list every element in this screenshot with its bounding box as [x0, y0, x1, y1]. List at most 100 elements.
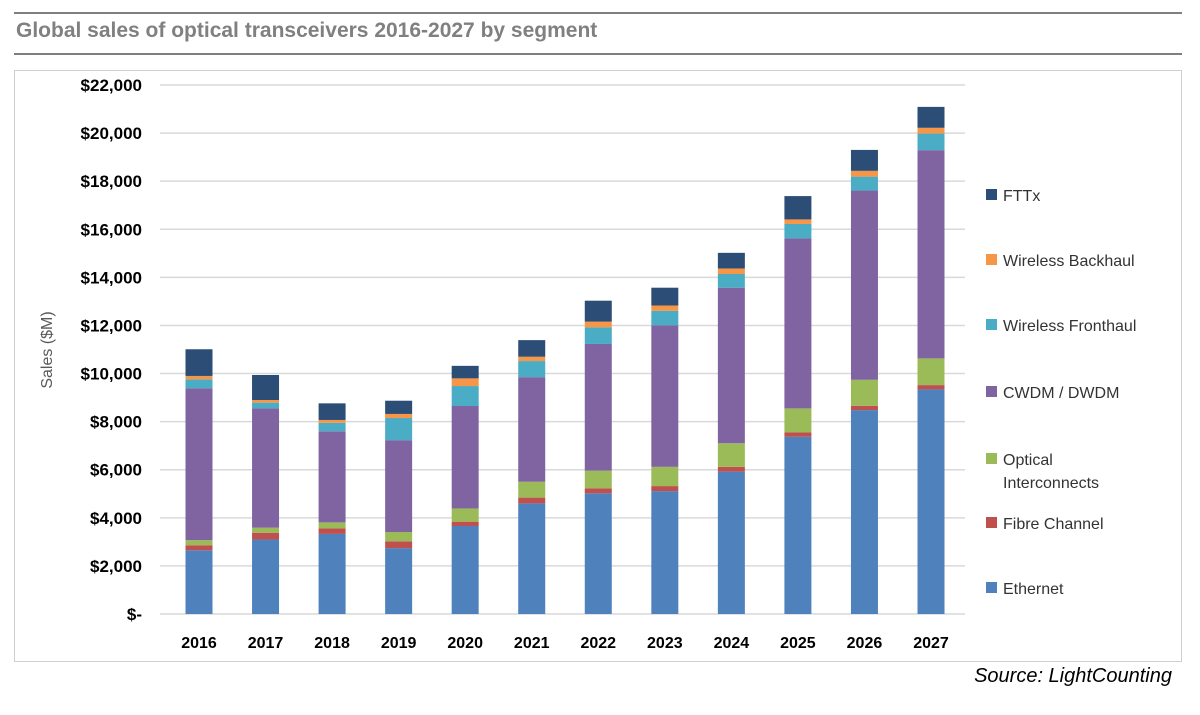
- x-tick-label: 2027: [913, 635, 949, 652]
- x-tick-label: 2025: [780, 635, 816, 652]
- title-rule: [14, 53, 1182, 55]
- bar-segment-wireless-backhaul: [385, 413, 413, 419]
- bar-segment-optical-interconnects: [651, 466, 679, 487]
- bar-segment-fibre-channel: [917, 385, 945, 390]
- bar-segment-fibre-channel: [318, 528, 346, 534]
- bar-segment-fibre-channel: [451, 521, 479, 526]
- bar-segment-wireless-fronthaul: [385, 418, 413, 441]
- bar-segment-cwdm-dwdm: [518, 377, 546, 482]
- y-tick-label: $16,000: [81, 220, 142, 239]
- bar-segment-ethernet: [252, 539, 280, 614]
- bar-segment-wireless-fronthaul: [651, 310, 679, 326]
- x-tick-label: 2023: [647, 635, 683, 652]
- y-tick-label: $2,000: [90, 557, 142, 576]
- bar-segment-cwdm-dwdm: [784, 238, 812, 409]
- legend-label: Wireless Fronthaul: [1003, 318, 1136, 335]
- y-tick-label: $-: [127, 605, 142, 624]
- legend-swatch: [986, 582, 997, 593]
- bar-segment-cwdm-dwdm: [651, 325, 679, 467]
- bar-segment-optical-interconnects: [252, 527, 280, 533]
- bar-segment-cwdm-dwdm: [185, 388, 213, 541]
- x-tick-label: 2018: [314, 635, 350, 652]
- legend-label: CWDM / DWDM: [1003, 385, 1119, 402]
- y-tick-label: $14,000: [81, 268, 142, 287]
- bar-segment-cwdm-dwdm: [252, 408, 280, 528]
- bar-segment-wireless-fronthaul: [850, 176, 878, 191]
- x-tick-label: 2020: [447, 635, 483, 652]
- bar-segment-fttx: [850, 149, 878, 171]
- bar-segment-optical-interconnects: [318, 522, 346, 529]
- legend-label: Optical: [1003, 452, 1053, 469]
- bar-segment-wireless-backhaul: [850, 170, 878, 177]
- bar-segment-wireless-fronthaul: [717, 273, 745, 288]
- bar-segment-fttx: [584, 300, 612, 322]
- bar-segment-ethernet: [185, 550, 213, 614]
- x-tick-label: 2016: [181, 635, 217, 652]
- chart-frame: [14, 70, 1182, 662]
- bar-segment-wireless-backhaul: [584, 321, 612, 328]
- bar-segment-wireless-backhaul: [651, 305, 679, 311]
- legend-swatch: [986, 319, 997, 330]
- bar-segment-wireless-backhaul: [784, 219, 812, 224]
- chart-title: Global sales of optical transceivers 201…: [16, 19, 598, 42]
- bar-segment-optical-interconnects: [717, 443, 745, 467]
- bar-segment-wireless-backhaul: [252, 399, 280, 403]
- bar-segment-fibre-channel: [252, 532, 280, 540]
- bar-segment-wireless-fronthaul: [318, 422, 346, 432]
- x-tick-label: 2019: [381, 635, 417, 652]
- legend-label: FTTx: [1003, 188, 1040, 205]
- y-tick-label: $8,000: [90, 413, 142, 432]
- source-note: Source: LightCounting: [974, 665, 1172, 687]
- y-tick-label: $4,000: [90, 509, 142, 528]
- bar-segment-fttx: [252, 374, 280, 400]
- y-tick-label: $6,000: [90, 461, 142, 480]
- legend-label: Fibre Channel: [1003, 516, 1104, 533]
- bar-segment-wireless-backhaul: [451, 378, 479, 387]
- bar-segment-optical-interconnects: [784, 408, 812, 433]
- bar-segment-fttx: [717, 252, 745, 269]
- bar-segment-optical-interconnects: [518, 481, 546, 498]
- x-tick-label: 2022: [580, 635, 616, 652]
- bar-segment-fttx: [185, 349, 213, 376]
- legend-swatch: [986, 453, 997, 464]
- bar-segment-fttx: [917, 106, 945, 128]
- bar-segment-cwdm-dwdm: [584, 343, 612, 471]
- bar-segment-cwdm-dwdm: [850, 190, 878, 380]
- bar-segment-wireless-backhaul: [185, 375, 213, 380]
- bar-segment-ethernet: [584, 493, 612, 614]
- bar-segment-cwdm-dwdm: [451, 406, 479, 509]
- bar-segment-ethernet: [518, 503, 546, 614]
- legend-swatch: [986, 189, 997, 200]
- bar-segment-cwdm-dwdm: [717, 287, 745, 444]
- bar-segment-ethernet: [385, 548, 413, 614]
- bar-segment-wireless-backhaul: [318, 419, 346, 423]
- bar-segment-ethernet: [717, 471, 745, 614]
- legend-label: Interconnects: [1003, 475, 1099, 492]
- bar-segment-optical-interconnects: [850, 379, 878, 406]
- legend-swatch: [986, 386, 997, 397]
- bar-segment-wireless-fronthaul: [917, 133, 945, 151]
- x-tick-label: 2026: [847, 635, 883, 652]
- bar-segment-fibre-channel: [850, 405, 878, 411]
- x-tick-label: 2021: [514, 635, 550, 652]
- bar-segment-ethernet: [451, 525, 479, 614]
- legend-swatch: [986, 254, 997, 265]
- bar-segment-fibre-channel: [651, 486, 679, 492]
- x-tick-label: 2024: [714, 635, 750, 652]
- legend-label: Ethernet: [1003, 581, 1064, 598]
- bar-segment-optical-interconnects: [917, 358, 945, 386]
- bar-segment-ethernet: [651, 491, 679, 614]
- bar-segment-fibre-channel: [385, 541, 413, 549]
- bar-segment-optical-interconnects: [584, 470, 612, 489]
- y-axis-label: Sales ($M): [39, 311, 56, 388]
- bar-segment-fttx: [784, 196, 812, 220]
- bar-segment-wireless-backhaul: [917, 127, 945, 134]
- bar-segment-ethernet: [318, 533, 346, 614]
- bar-segment-wireless-fronthaul: [185, 379, 213, 389]
- bar-segment-optical-interconnects: [385, 532, 413, 542]
- bar-segment-fibre-channel: [518, 497, 546, 504]
- bar-segment-wireless-fronthaul: [784, 223, 812, 239]
- legend-swatch: [986, 517, 997, 528]
- bar-segment-fttx: [518, 340, 546, 357]
